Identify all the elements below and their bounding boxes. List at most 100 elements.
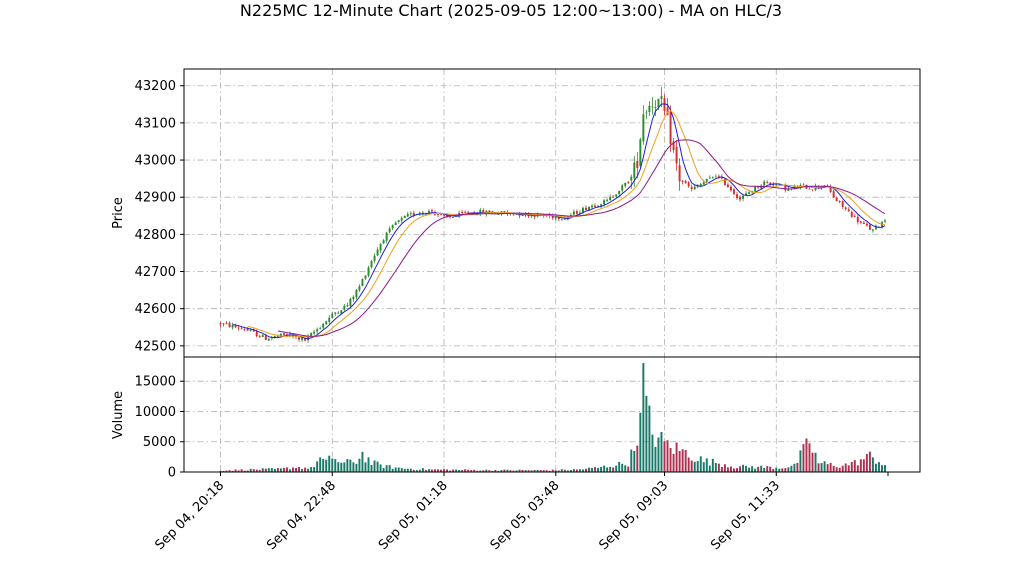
candle-body	[325, 321, 328, 325]
volume-bar	[781, 468, 784, 472]
candle-body	[618, 190, 621, 195]
volume-bar	[636, 445, 639, 472]
volume-bar	[687, 457, 690, 472]
volume-bar	[545, 470, 548, 472]
volume-bar	[554, 470, 557, 472]
candle-body	[313, 331, 316, 334]
volume-bar	[491, 470, 494, 472]
candle-body	[669, 112, 672, 145]
volume-bar	[871, 457, 874, 472]
volume-bar	[222, 470, 225, 472]
volume-bar	[651, 434, 654, 472]
candle-body	[675, 146, 678, 164]
candle-body	[832, 191, 835, 198]
volume-bar	[693, 461, 696, 472]
volume-tick-label: 5000	[143, 435, 176, 450]
volume-bar	[648, 405, 651, 472]
candle-body	[581, 207, 584, 213]
candle-body	[446, 214, 449, 217]
volume-bar	[536, 469, 539, 472]
candle-body	[739, 197, 741, 200]
candle-body	[243, 329, 246, 331]
candle-body	[594, 205, 597, 207]
volume-axis-label: Volume	[111, 391, 126, 439]
volume-bar	[627, 466, 630, 472]
candle-body	[560, 219, 563, 221]
candle-body	[391, 225, 394, 229]
volume-bar	[298, 466, 301, 472]
volume-bar	[313, 467, 316, 472]
candle-body	[657, 98, 660, 107]
candle-body	[784, 184, 787, 191]
candle-body	[850, 211, 853, 217]
candle-body	[636, 160, 639, 169]
candle-body	[427, 210, 430, 214]
volume-bar	[600, 466, 603, 472]
volume-bar	[748, 467, 751, 472]
volume-bar	[766, 466, 769, 472]
volume-bar	[237, 470, 240, 472]
volume-bar	[394, 467, 397, 472]
volume-bar	[470, 470, 473, 472]
volume-bar	[430, 469, 433, 472]
candle-body	[512, 214, 515, 216]
candle-body	[651, 106, 654, 108]
volume-bar	[726, 467, 729, 472]
volume-bar	[597, 467, 600, 472]
candle-body	[304, 337, 307, 341]
volume-tick-label: 15000	[135, 375, 176, 390]
volume-bar	[388, 465, 391, 472]
volume-bar	[787, 467, 790, 472]
candle-body	[865, 223, 868, 226]
volume-bar	[817, 463, 820, 472]
moving-average-lines	[232, 103, 886, 340]
candle-body	[702, 182, 705, 185]
volume-bar	[231, 470, 234, 472]
candle-body	[430, 210, 433, 212]
volume-bar	[458, 469, 461, 472]
candle-body	[370, 261, 373, 268]
candle-body	[584, 207, 587, 210]
candle-body	[298, 337, 301, 340]
candle-body	[630, 176, 633, 181]
volume-bar	[494, 470, 497, 472]
candle-body	[385, 232, 388, 241]
candle-body	[699, 184, 702, 187]
volume-bar	[539, 470, 542, 472]
volume-bar	[249, 468, 252, 472]
volume-bar	[506, 469, 509, 472]
x-tick-label: Sep 05, 11:33	[708, 478, 783, 553]
volume-bar	[252, 469, 255, 472]
volume-bar	[594, 467, 597, 472]
volume-bar	[304, 467, 307, 472]
candle-body	[316, 329, 319, 332]
volume-bar	[853, 460, 856, 472]
candle-body	[627, 182, 630, 184]
price-tick-label: 42900	[135, 191, 176, 206]
candle-body	[246, 329, 249, 331]
volume-bar	[340, 462, 343, 472]
candle-body	[624, 182, 627, 187]
price-tick-label: 42600	[135, 302, 176, 317]
volume-bar	[424, 469, 427, 472]
volume-bar	[772, 469, 775, 472]
volume-bar	[581, 469, 584, 472]
candle-body	[742, 195, 745, 199]
candle-body	[811, 189, 814, 191]
volume-bar	[850, 462, 853, 472]
candle-body	[376, 249, 379, 256]
volume-bar	[500, 470, 503, 472]
candle-body	[578, 212, 581, 214]
candle-body	[754, 186, 757, 192]
volume-bar	[624, 465, 627, 472]
candle-body	[557, 217, 560, 219]
volume-bar	[400, 468, 403, 472]
volume-bar	[503, 469, 506, 472]
candle-body	[575, 211, 578, 214]
candle-body	[693, 186, 696, 190]
price-tick-label: 43200	[135, 79, 176, 94]
candle-body	[615, 194, 618, 197]
volume-bar	[382, 467, 385, 472]
candle-body	[829, 186, 832, 192]
candle-body	[648, 105, 651, 112]
